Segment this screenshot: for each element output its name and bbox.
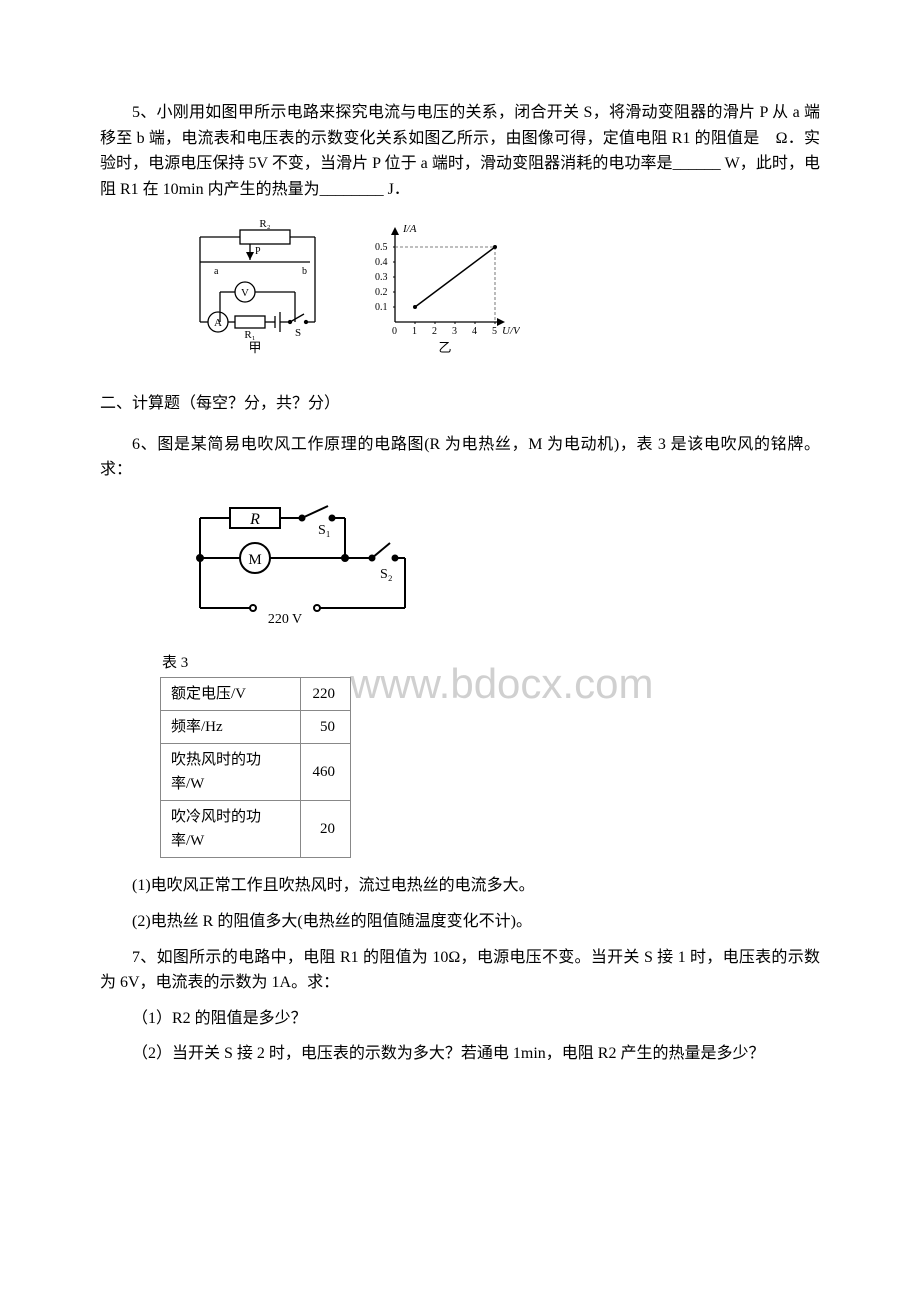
svg-text:M: M <box>248 552 261 568</box>
svg-text:甲: 甲 <box>248 340 261 355</box>
svg-text:I/A: I/A <box>402 223 417 235</box>
svg-text:R₂: R₂ <box>259 218 270 230</box>
svg-text:220 V: 220 V <box>268 612 302 627</box>
table-row: 频率/Hz 50 <box>161 711 351 744</box>
svg-text:0.1: 0.1 <box>375 302 388 313</box>
svg-text:a: a <box>214 266 219 277</box>
table-row: 额定电压/V 220 <box>161 678 351 711</box>
q6-sub1: (1)电吹风正常工作且吹热风时，流过电热丝的电流多大。 <box>100 873 820 899</box>
svg-text:0.3: 0.3 <box>375 272 388 283</box>
svg-text:b: b <box>302 266 307 277</box>
q7-intro: 7、如图所示的电路中，电阻 R1 的阻值为 10Ω，电源电压不变。当开关 S 接… <box>100 945 820 996</box>
q6-intro: 6、图是某简易电吹风工作原理的电路图(R 为电热丝，M 为电动机)，表 3 是该… <box>100 432 820 483</box>
svg-text:S₂: S₂ <box>380 567 393 582</box>
svg-text:A: A <box>214 317 222 329</box>
q6-sub2: (2)电热丝 R 的阻值多大(电热丝的阻值随温度变化不计)。 <box>100 909 820 935</box>
svg-text:U/V: U/V <box>502 325 520 337</box>
q5-text: 5、小刚用如图甲所示电路来探究电流与电压的关系，闭合开关 S，将滑动变阻器的滑片… <box>100 100 820 202</box>
svg-text:3: 3 <box>452 326 457 337</box>
svg-text:0: 0 <box>392 326 397 337</box>
q6-table: 表 3 额定电压/V 220 频率/Hz 50 吹热风时的功率/W 460 吹冷… <box>160 651 820 858</box>
q6-circuit: R S₁ M <box>160 498 820 637</box>
svg-text:0.4: 0.4 <box>375 257 388 268</box>
svg-text:S: S <box>295 327 301 339</box>
section2-title: 二、计算题（每空？分，共？分） <box>100 391 820 417</box>
svg-text:S₁: S₁ <box>318 523 331 538</box>
q5-figures: R₂ a b P <box>180 217 820 366</box>
q6-table-title: 表 3 <box>162 651 820 675</box>
svg-text:0.2: 0.2 <box>375 287 388 298</box>
q7-sub1: （1）R2 的阻值是多少？ <box>100 1006 820 1032</box>
svg-text:P: P <box>255 246 261 257</box>
svg-text:5: 5 <box>492 326 497 337</box>
svg-text:V: V <box>241 287 249 299</box>
svg-text:乙: 乙 <box>438 340 451 355</box>
table-row: 吹热风时的功率/W 460 <box>161 744 351 801</box>
svg-text:0.5: 0.5 <box>375 242 388 253</box>
svg-text:R: R <box>249 511 260 528</box>
table-row: 吹冷风时的功率/W 20 <box>161 801 351 858</box>
svg-text:1: 1 <box>412 326 417 337</box>
svg-text:2: 2 <box>432 326 437 337</box>
svg-text:4: 4 <box>472 326 477 337</box>
q7-sub2: （2）当开关 S 接 2 时，电压表的示数为多大？若通电 1min，电阻 R2 … <box>100 1041 820 1067</box>
